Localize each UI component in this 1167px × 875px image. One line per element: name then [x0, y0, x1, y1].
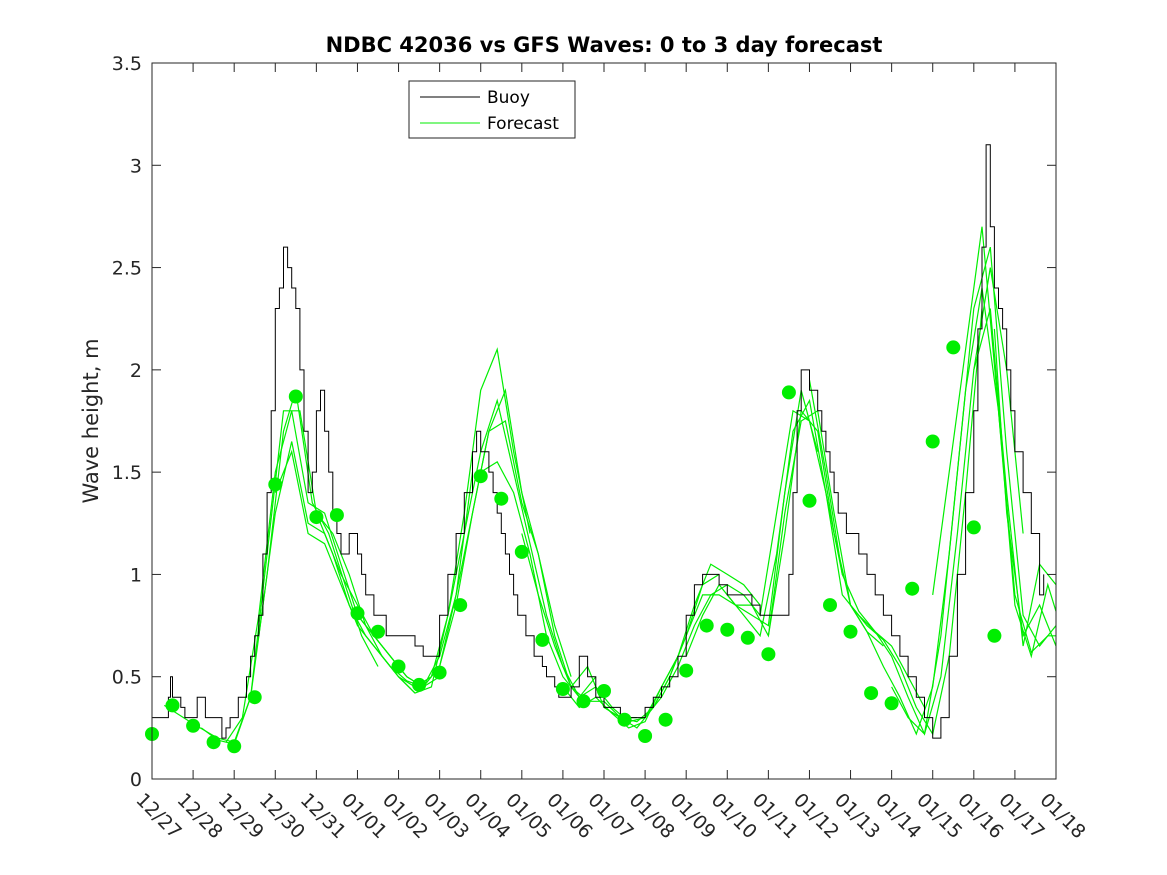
buoy-series-line — [152, 144, 1045, 739]
forecast-marker — [247, 690, 262, 705]
forecast-marker — [720, 622, 735, 637]
y-tick-label: 1 — [130, 564, 142, 586]
y-tick-label: 1.5 — [112, 462, 142, 484]
forecast-marker — [740, 630, 755, 645]
forecast-marker — [432, 665, 447, 680]
forecast-marker — [823, 598, 837, 613]
forecast-marker — [597, 684, 611, 698]
forecast-series-line-22 — [993, 328, 1057, 647]
legend-buoy-label: Buoy — [487, 88, 530, 108]
forecast-marker — [288, 389, 303, 404]
forecast-series-line-15 — [726, 398, 926, 708]
y-tick-label: 2 — [130, 360, 142, 382]
forecast-marker — [371, 624, 385, 639]
legend-box — [408, 80, 576, 139]
legend-forecast-label: Forecast — [487, 114, 559, 134]
y-tick-label: 2.5 — [112, 258, 142, 280]
forecast-marker — [905, 581, 920, 596]
forecast-marker — [864, 686, 879, 701]
forecast-marker — [329, 508, 344, 523]
forecast-marker — [843, 624, 858, 639]
forecast-marker — [494, 491, 509, 506]
forecast-marker — [206, 735, 221, 750]
forecast-marker — [268, 477, 283, 492]
forecast-marker — [473, 469, 488, 484]
forecast-marker — [761, 647, 776, 662]
legend: Buoy Forecast — [408, 80, 576, 139]
y-tick-label: 0 — [130, 769, 142, 791]
forecast-marker — [186, 718, 201, 733]
forecast-marker — [350, 606, 365, 621]
y-tick-label: 3 — [130, 155, 142, 177]
forecast-series-line-20 — [932, 226, 1057, 659]
forecast-marker — [555, 682, 570, 696]
forecast-marker — [679, 663, 694, 678]
forecast-marker — [412, 677, 427, 692]
forecast-marker — [535, 632, 550, 647]
forecast-series-line-21 — [973, 308, 1057, 647]
forecast-marker — [987, 628, 1002, 643]
forecast-marker — [658, 712, 673, 727]
y-tick-label: 3.5 — [112, 53, 142, 75]
forecast-marker — [391, 659, 406, 674]
forecast-marker — [946, 340, 961, 355]
forecast-marker — [617, 712, 632, 727]
forecast-marker — [514, 544, 529, 559]
chart-title: NDBC 42036 vs GFS Waves: 0 to 3 day fore… — [326, 33, 883, 57]
forecast-marker — [453, 598, 468, 613]
forecast-marker — [309, 510, 324, 525]
forecast-marker — [966, 520, 981, 535]
y-axis-label: Wave height, m — [79, 338, 103, 503]
forecast-marker — [227, 739, 242, 754]
forecast-marker — [802, 493, 817, 508]
forecast-marker — [638, 729, 653, 743]
forecast-marker — [699, 618, 714, 633]
forecast-marker — [781, 385, 796, 400]
forecast-marker — [925, 434, 940, 449]
forecast-marker — [884, 696, 899, 711]
forecast-marker — [165, 698, 180, 713]
y-tick-label: 0.5 — [112, 667, 142, 689]
forecast-marker — [576, 694, 591, 709]
